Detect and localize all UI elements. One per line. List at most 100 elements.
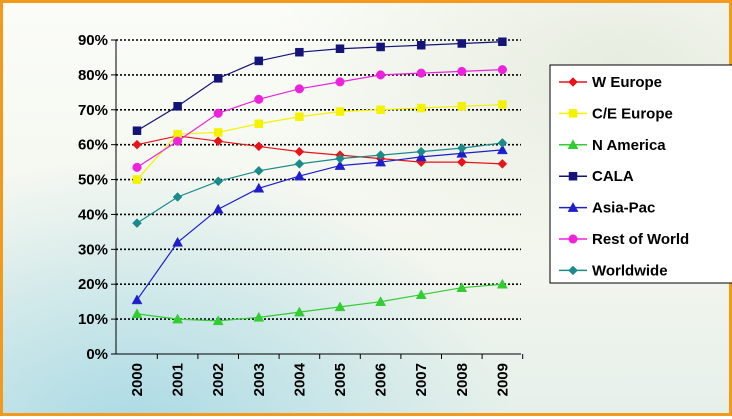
data-point [132, 218, 142, 229]
line-chart: 0% 10% 20% 30% 40% 50% 60% 70% 80% 90% 2000 2001 20… [78, 32, 732, 396]
y-tick-label: 20% [78, 276, 108, 293]
data-point [295, 112, 304, 122]
series-line [136, 135, 503, 165]
data-point [498, 37, 507, 46]
data-point [415, 289, 427, 299]
data-point [375, 296, 387, 306]
data-point [293, 306, 305, 317]
data-point [132, 139, 142, 150]
data-point [375, 156, 387, 167]
legend-marker [568, 109, 578, 118]
data-point [457, 102, 467, 111]
legend-marker [568, 234, 578, 244]
y-tick-label: 60% [78, 137, 108, 154]
legend-entry: Rest of World [559, 231, 689, 248]
data-point [212, 315, 224, 326]
x-tick-label: 2003 [251, 363, 268, 396]
series-asia-pac [131, 144, 508, 305]
data-point [213, 136, 224, 147]
data-point [254, 56, 264, 66]
data-point [376, 105, 385, 115]
data-point [294, 146, 305, 157]
data-point [295, 47, 304, 57]
legend-label: Worldwide [592, 262, 668, 279]
y-tick-label: 90% [78, 32, 108, 49]
data-point [497, 138, 508, 148]
legend-marker [567, 139, 579, 150]
data-point [213, 176, 224, 187]
data-point [456, 282, 468, 292]
data-point [173, 102, 182, 111]
series-line [136, 103, 503, 180]
series-c-e-europe [132, 100, 507, 184]
legend-label: N America [592, 137, 666, 154]
legend-marker [567, 202, 579, 212]
legend-marker [568, 77, 578, 87]
data-point [335, 77, 345, 87]
x-tick-label: 2007 [413, 363, 430, 396]
data-point [416, 68, 426, 78]
data-point [416, 103, 426, 113]
data-point [132, 162, 142, 172]
legend-label: Rest of World [592, 231, 689, 248]
y-tick-label: 50% [78, 172, 108, 189]
data-point [131, 308, 143, 319]
data-point [293, 170, 305, 181]
legend-entry: Asia-Pac [559, 200, 655, 217]
data-point [212, 203, 224, 214]
data-point [456, 143, 467, 154]
data-point [334, 301, 346, 312]
data-point [253, 311, 265, 322]
y-tick-label: 40% [78, 206, 108, 223]
y-tick-label: 80% [78, 67, 108, 84]
data-point [416, 40, 426, 50]
data-point [213, 74, 223, 83]
data-point [496, 278, 508, 289]
data-point [172, 313, 184, 324]
data-point [254, 94, 264, 104]
series-rest-of-world [132, 65, 507, 172]
legend-box [549, 64, 732, 284]
data-point [294, 84, 304, 94]
data-point [376, 42, 385, 52]
data-point [173, 136, 183, 146]
data-point [335, 107, 345, 116]
series-w-europe [132, 131, 508, 169]
series-line [136, 283, 503, 322]
legend-entry: Worldwide [559, 262, 668, 279]
data-point [457, 39, 467, 48]
data-point [416, 146, 427, 157]
y-tick-label: 70% [78, 102, 108, 119]
data-point [254, 119, 264, 128]
data-point [294, 159, 305, 169]
legend-entry: N America [559, 137, 666, 154]
x-tick-label: 2009 [494, 363, 511, 396]
data-point [213, 128, 223, 137]
series-line [136, 142, 503, 224]
data-point [253, 141, 264, 152]
legend-label: CALA [592, 168, 634, 185]
legend-marker [568, 265, 578, 276]
data-point [132, 126, 142, 135]
data-point [335, 153, 345, 164]
legend-entry: C/E Europe [559, 105, 673, 122]
data-point [375, 150, 386, 160]
y-tick-label: 0% [86, 346, 108, 363]
legend-label: C/E Europe [592, 105, 673, 122]
data-point [131, 294, 143, 305]
legend-marker [568, 171, 578, 181]
data-point [496, 144, 508, 155]
x-tick-label: 2008 [454, 363, 471, 396]
data-point [498, 100, 507, 109]
data-point [253, 182, 265, 193]
data-point [497, 159, 508, 169]
data-point [497, 65, 507, 75]
data-point [335, 44, 345, 53]
data-point [213, 108, 223, 118]
x-tick-label: 2006 [373, 363, 390, 396]
x-tick-label: 2004 [291, 362, 308, 396]
y-tick-label: 30% [78, 241, 108, 258]
series-line [136, 149, 503, 301]
legend-label: Asia-Pac [592, 200, 655, 217]
